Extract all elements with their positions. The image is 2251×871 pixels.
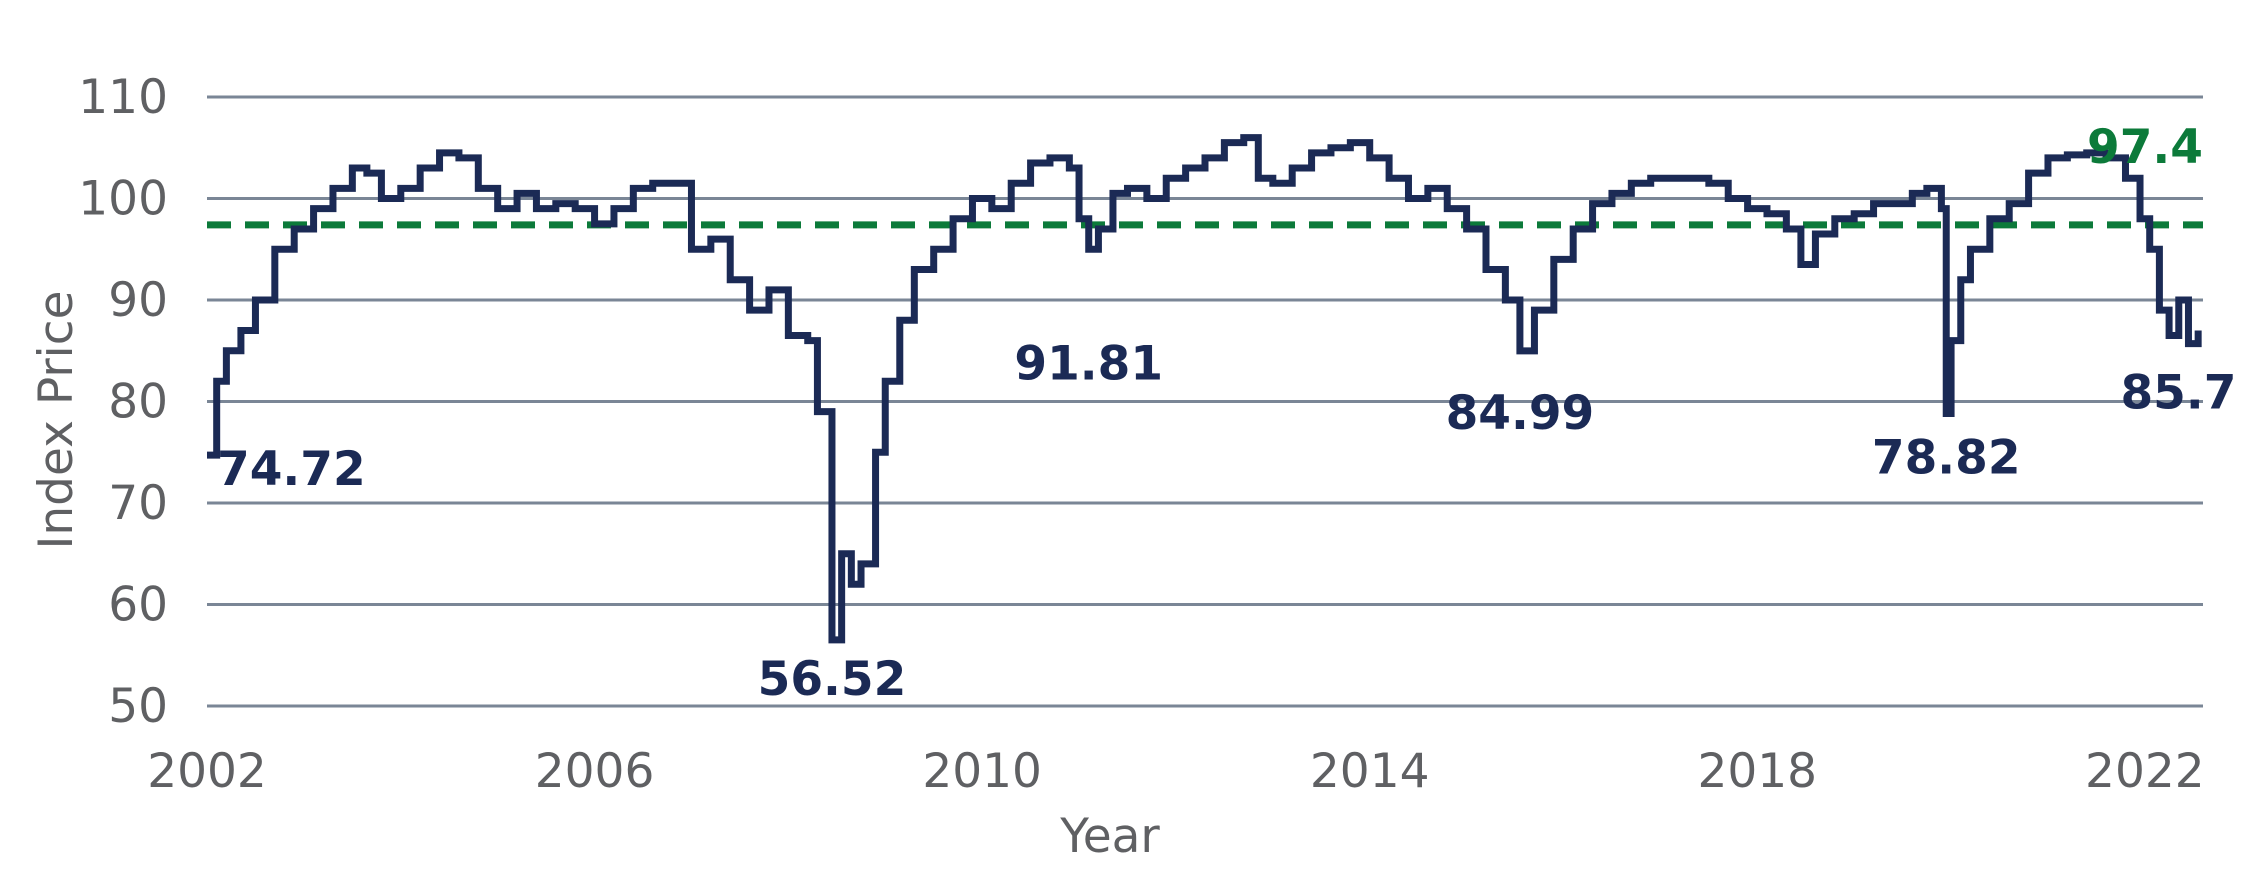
annotation-85.7: 85.7: [2120, 366, 2236, 421]
y-tick-label: 50: [108, 679, 168, 734]
x-tick-label: 2010: [922, 744, 1042, 799]
annotations: 74.72 56.52 91.81 84.99 78.82 85.7: [217, 337, 2236, 707]
annotation-84.99: 84.99: [1446, 386, 1595, 441]
annotation-74.72: 74.72: [217, 442, 366, 497]
x-axis-title: Year: [1059, 809, 1160, 864]
y-tick-label: 100: [78, 172, 168, 227]
x-tick-label: 2014: [1310, 744, 1430, 799]
x-tick-label: 2002: [147, 744, 267, 799]
annotation-56.52: 56.52: [758, 652, 907, 707]
series-line: [207, 134, 2202, 644]
y-tick-label: 80: [108, 375, 168, 430]
x-axis-ticks: 2002 2006 2010 2014 2018 2022: [147, 744, 2204, 799]
y-axis-ticks: 50 60 70 80 90 100 110: [78, 70, 168, 734]
gridlines: [207, 95, 2203, 708]
y-tick-label: 60: [108, 578, 168, 633]
y-tick-label: 90: [108, 273, 168, 328]
y-tick-label: 70: [108, 476, 168, 531]
annotation-91.81: 91.81: [1014, 337, 1163, 392]
y-axis-title: Index Price: [29, 291, 84, 550]
annotation-78.82: 78.82: [1872, 430, 2021, 485]
y-tick-label: 110: [78, 70, 168, 125]
x-tick-label: 2022: [2085, 744, 2205, 799]
x-tick-label: 2018: [1697, 744, 1817, 799]
x-tick-label: 2006: [535, 744, 655, 799]
reference-label: 97.4: [2087, 120, 2203, 175]
